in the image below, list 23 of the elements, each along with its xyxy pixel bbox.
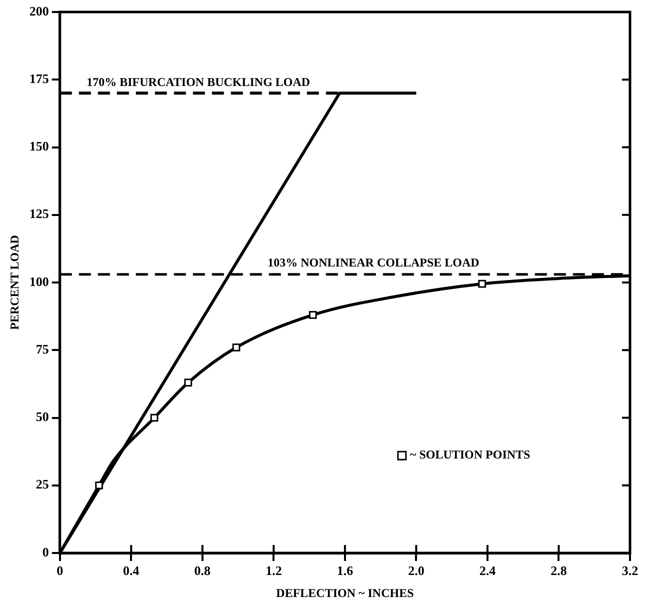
x-tick-label: 2.8 — [550, 563, 568, 578]
x-tick-label: 0 — [56, 563, 64, 578]
y-tick-label: 100 — [29, 274, 49, 289]
x-tick-label: 0.4 — [123, 563, 140, 578]
y-axis-title: PERCENT LOAD — [7, 234, 22, 330]
y-tick-label: 50 — [36, 409, 49, 424]
y-tick-label: 75 — [36, 341, 50, 356]
y-tick-label: 25 — [36, 476, 50, 492]
y-tick-label: 175 — [29, 70, 50, 86]
y-tick-label: 0 — [42, 544, 49, 560]
y-tick-label: 200 — [29, 3, 49, 18]
legend-label: ~ SOLUTION POINTS — [410, 448, 531, 462]
x-tick-label: 1.2 — [266, 563, 282, 578]
ref-line-label: 103% NONLINEAR COLLAPSE LOAD — [268, 255, 480, 270]
x-axis-title: DEFLECTION ~ INCHES — [276, 586, 414, 600]
y-tick-label: 125 — [29, 206, 50, 222]
x-tick-label: 2.4 — [479, 563, 496, 578]
x-tick-label: 2.0 — [408, 563, 424, 578]
annotation: 170% BIFURCATION BUCKLING LOAD — [86, 75, 310, 90]
x-tick-label: 3.2 — [622, 563, 638, 578]
x-tick-label: 0.8 — [194, 563, 212, 578]
x-tick-label: 1.6 — [336, 563, 354, 578]
y-tick-label: 150 — [29, 138, 49, 154]
